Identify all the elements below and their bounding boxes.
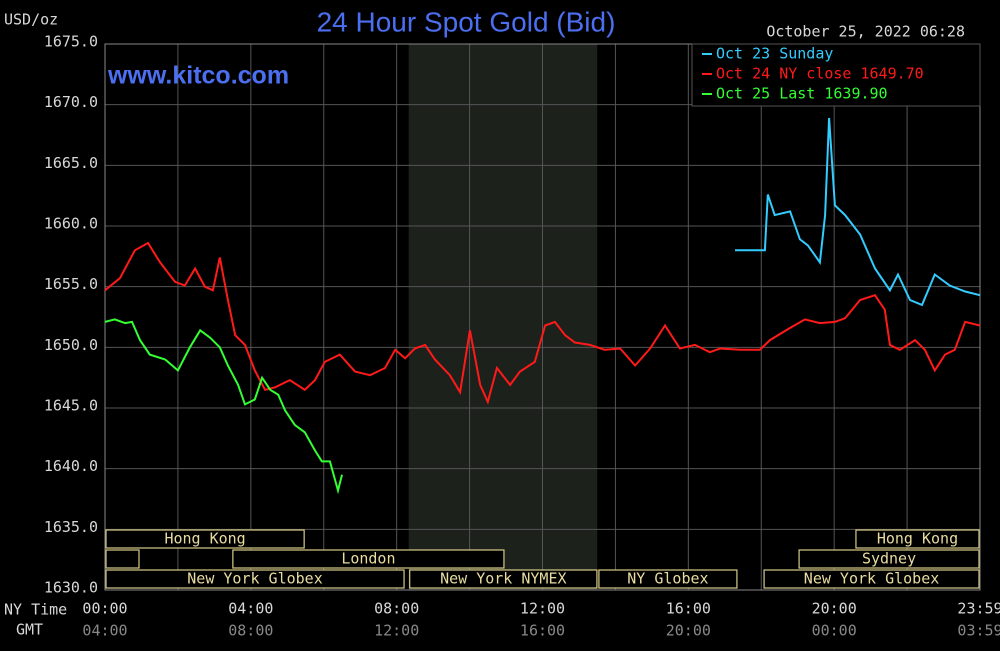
price-line [104, 241, 981, 405]
legend-box [691, 43, 981, 107]
legend-label: Oct 23 Sunday [716, 45, 833, 63]
y-tick-label: 1635.0 [44, 518, 98, 536]
session-label: NY Globex [627, 570, 708, 588]
session-label: New York Globex [804, 570, 939, 588]
watermark: www.kitco.com [107, 62, 289, 90]
x-row-label: GMT [16, 621, 43, 639]
price-line [735, 117, 981, 307]
session-label: New York NYMEX [440, 570, 566, 588]
x-tick-label-gmt: 12:00 [374, 622, 419, 640]
x-tick-label-gmt: 04:00 [82, 622, 127, 640]
legend-label: Oct 24 NY close 1649.70 [716, 65, 924, 83]
x-tick-label: 20:00 [812, 600, 857, 618]
session-label: Hong Kong [164, 530, 245, 548]
y-tick-label: 1630.0 [44, 579, 98, 597]
y-tick-label: 1665.0 [44, 154, 98, 172]
x-tick-label-gmt: 08:00 [228, 622, 273, 640]
y-tick-label: 1670.0 [44, 93, 98, 111]
x-tick-label-gmt: 03:59 [957, 622, 1000, 640]
session-bar [409, 569, 598, 589]
y-tick-label: 1655.0 [44, 275, 98, 293]
x-tick-label-gmt: 16:00 [520, 622, 565, 640]
session-bar [855, 529, 980, 549]
y-tick-label: 1660.0 [44, 215, 98, 233]
plot-area: Hong Kong Hong Kong London Sydney New York G… [104, 43, 981, 591]
x-tick-label: 04:00 [228, 600, 273, 618]
timestamp: October 25, 2022 06:28 [766, 23, 965, 41]
x-tick-label: 16:00 [666, 600, 711, 618]
legend-label: Oct 25 Last 1639.90 [716, 85, 888, 103]
session-label: Sydney [862, 550, 916, 568]
chart-title: 24 Hour Spot Gold (Bid) [317, 6, 616, 37]
x-row-label: NY Time [4, 601, 67, 619]
x-tick-label-gmt: 00:00 [812, 622, 857, 640]
x-tick-label: 00:00 [82, 600, 127, 618]
session-bar [232, 549, 505, 569]
y-tick-label: 1640.0 [44, 457, 98, 475]
session-bar [598, 569, 738, 589]
y-tick-label: 1645.0 [44, 397, 98, 415]
plot-frame [104, 43, 981, 591]
unit-label: USD/oz [4, 11, 58, 29]
session-bar [105, 569, 405, 589]
x-tick-label: 23:59 [957, 600, 1000, 618]
session-bar [798, 549, 980, 569]
session-bar [105, 529, 305, 549]
shaded-session [408, 44, 598, 590]
x-tick-label: 08:00 [374, 600, 419, 618]
session-label: London [341, 550, 395, 568]
session-label: New York Globex [187, 570, 322, 588]
x-tick-label-gmt: 20:00 [666, 622, 711, 640]
session-label: Hong Kong [877, 530, 958, 548]
y-tick-label: 1650.0 [44, 336, 98, 354]
y-tick-label: 1675.0 [44, 33, 98, 51]
session-bar [105, 549, 140, 569]
session-bar [763, 569, 980, 589]
price-line [104, 318, 343, 495]
x-tick-label: 12:00 [520, 600, 565, 618]
